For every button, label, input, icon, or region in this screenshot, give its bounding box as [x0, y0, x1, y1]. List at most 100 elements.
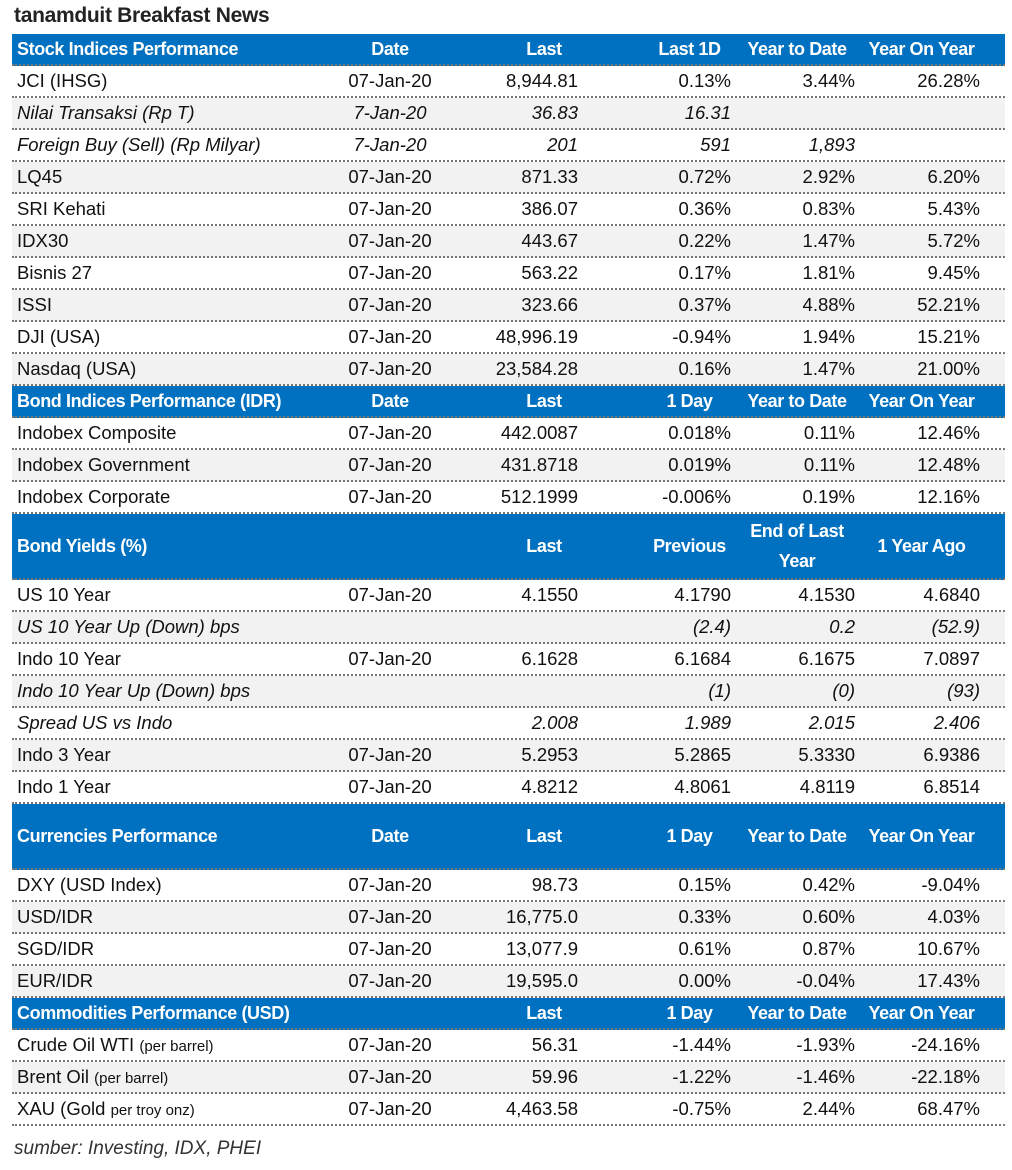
- market-table: Stock Indices Performance Date Last Last 1D…: [12, 34, 1005, 1126]
- row-value: -1.22%: [578, 1066, 731, 1088]
- label-text: EUR/IDR: [17, 970, 94, 991]
- row-value: 23,584.28: [450, 358, 578, 380]
- value-text: -24.16%: [911, 1034, 980, 1055]
- row-value: 12.16%: [855, 486, 980, 508]
- value-text: 0.19%: [802, 486, 855, 507]
- table-row: Spread US vs Indo 2.008 1.989 2.015 2.406: [12, 708, 1005, 740]
- table-row: USD/IDR 07-Jan-20 16,775.0 0.33% 0.60% 4.03%: [12, 902, 1005, 934]
- row-value: 0.36%: [578, 198, 731, 220]
- row-value: 0.61%: [578, 938, 731, 960]
- row-value: 98.73: [450, 874, 578, 896]
- row-value: 07-Jan-20: [330, 970, 450, 992]
- row-value: 21.00%: [855, 358, 980, 380]
- row-value: -0.04%: [731, 970, 855, 992]
- value-text: 07-Jan-20: [348, 970, 432, 991]
- value-text: 4.8212: [521, 776, 578, 797]
- row-value: (52.9): [855, 616, 980, 638]
- value-text: 5.43%: [927, 198, 980, 219]
- row-value: 07-Jan-20: [330, 1098, 450, 1120]
- row-value: 512.1999: [450, 486, 578, 508]
- row-value: 07-Jan-20: [330, 906, 450, 928]
- value-text: -1.22%: [672, 1066, 731, 1087]
- table-row: Indo 10 Year 07-Jan-20 6.1628 6.1684 6.1675 7…: [12, 644, 1005, 676]
- value-text: 16.31: [684, 102, 731, 123]
- header-cell: Date: [371, 826, 409, 846]
- label-text: DXY (USD Index): [17, 874, 162, 895]
- value-text: (2.4): [692, 616, 731, 637]
- label-text: JCI (IHSG): [17, 70, 108, 91]
- value-text: 07-Jan-20: [348, 906, 432, 927]
- value-text: 0.83%: [802, 198, 855, 219]
- row-value: 3.44%: [731, 70, 855, 92]
- label-text: SRI Kehati: [17, 198, 106, 219]
- row-label: Spread US vs Indo: [12, 712, 330, 734]
- row-value: 2.92%: [731, 166, 855, 188]
- label-text: ISSI: [17, 294, 52, 315]
- row-label: ISSI: [12, 294, 330, 316]
- header-cell: Last: [526, 391, 562, 411]
- value-text: 4,463.58: [505, 1098, 578, 1119]
- section-header: Currencies Performance Date Last 1 Day Year …: [12, 804, 1005, 870]
- row-value: 443.67: [450, 230, 578, 252]
- unit-note: (per barrel): [139, 1038, 214, 1055]
- label-text: Indobex Composite: [17, 422, 177, 443]
- row-value: 323.66: [450, 294, 578, 316]
- row-value: 26.28%: [855, 70, 980, 92]
- value-text: 0.60%: [802, 906, 855, 927]
- value-text: 6.9386: [923, 744, 980, 765]
- label-text: DJI (USA): [17, 326, 101, 347]
- row-value: 201: [450, 134, 578, 156]
- value-text: 07-Jan-20: [348, 358, 432, 379]
- table-row: IDX30 07-Jan-20 443.67 0.22% 1.47% 5.72%: [12, 226, 1005, 258]
- label-text: Indobex Corporate: [17, 486, 171, 507]
- row-value: 1.47%: [731, 358, 855, 380]
- value-text: 5.2865: [674, 744, 731, 765]
- row-value: 12.46%: [855, 422, 980, 444]
- row-value: 1,893: [731, 134, 855, 156]
- row-value: 5.2953: [450, 744, 578, 766]
- value-text: 7.0897: [923, 648, 980, 669]
- value-text: 0.61%: [678, 938, 731, 959]
- value-text: 07-Jan-20: [348, 230, 432, 251]
- row-value: 6.9386: [855, 744, 980, 766]
- table-row: XAU (Gold per troy onz) 07-Jan-20 4,463.58…: [12, 1094, 1005, 1126]
- table-row: Indo 1 Year 07-Jan-20 4.8212 4.8061 4.8119 6.…: [12, 772, 1005, 804]
- value-text: 591: [700, 134, 731, 155]
- row-value: 1.989: [578, 712, 731, 734]
- section-header: Bond Yields (%) Last Previous End of Last Y…: [12, 514, 1005, 580]
- value-text: 07-Jan-20: [348, 198, 432, 219]
- table-row: Nilai Transaksi (Rp T) 7-Jan-20 36.83 16.31: [12, 98, 1005, 130]
- row-value: 431.8718: [450, 454, 578, 476]
- value-text: 6.1675: [798, 648, 855, 669]
- value-text: 0.00%: [678, 970, 731, 991]
- table-row: Crude Oil WTI (per barrel) 07-Jan-20 56.31…: [12, 1030, 1005, 1062]
- value-text: 871.33: [521, 166, 578, 187]
- row-value: 8,944.81: [450, 70, 578, 92]
- header-cell: Year On Year: [868, 39, 975, 59]
- row-value: 2.44%: [731, 1098, 855, 1120]
- label-text: Nasdaq (USA): [17, 358, 137, 379]
- row-label: EUR/IDR: [12, 970, 330, 992]
- row-label: Indobex Corporate: [12, 486, 330, 508]
- value-text: 56.31: [531, 1034, 578, 1055]
- value-text: 7-Jan-20: [353, 102, 427, 123]
- row-value: 0.33%: [578, 906, 731, 928]
- value-text: 5.3330: [798, 744, 855, 765]
- table-row: JCI (IHSG) 07-Jan-20 8,944.81 0.13% 3.44% 26.…: [12, 66, 1005, 98]
- table-row: DJI (USA) 07-Jan-20 48,996.19 -0.94% 1.94% 15…: [12, 322, 1005, 354]
- value-text: 0.16%: [678, 358, 731, 379]
- value-text: 0.33%: [678, 906, 731, 927]
- row-label: SRI Kehati: [12, 198, 330, 220]
- table-row: Indobex Composite 07-Jan-20 442.0087 0.018%…: [12, 418, 1005, 450]
- report-title: tanamduit Breakfast News: [14, 4, 270, 27]
- row-label: Indobex Government: [12, 454, 330, 476]
- value-text: 1.47%: [802, 358, 855, 379]
- header-cell: 1 Year Ago: [877, 536, 966, 556]
- label-text: US 10 Year Up (Down) bps: [17, 616, 240, 637]
- label-text: Indo 10 Year: [17, 648, 121, 669]
- header-cell: Last: [526, 39, 562, 59]
- value-text: 07-Jan-20: [348, 262, 432, 283]
- label-text: LQ45: [17, 166, 63, 187]
- value-text: 0.22%: [678, 230, 731, 251]
- value-text: -1.46%: [796, 1066, 855, 1087]
